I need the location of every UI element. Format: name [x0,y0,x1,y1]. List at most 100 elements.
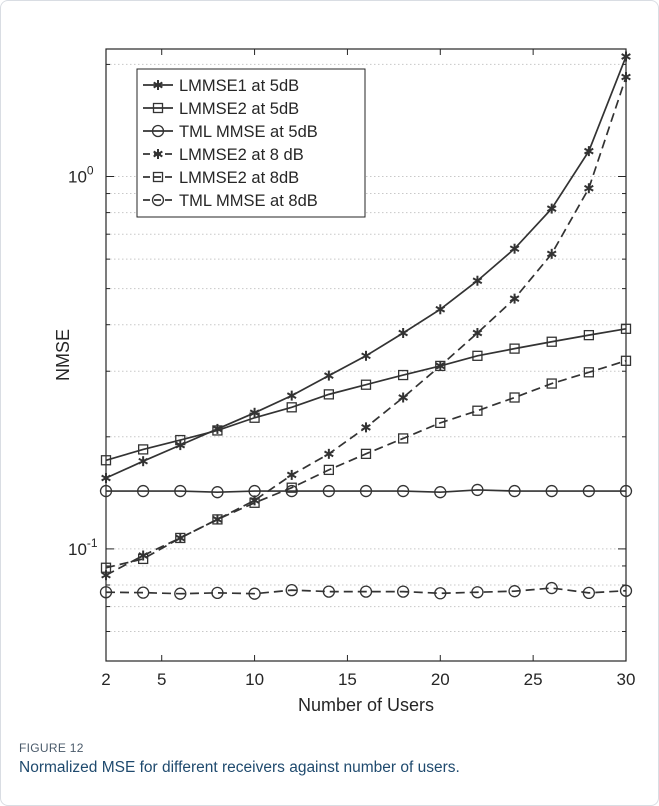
data-point [249,412,260,423]
y-tick-label: 10-1 [68,536,98,559]
data-point [398,392,408,403]
data-point [286,390,297,401]
data-point [212,514,223,525]
data-point [360,448,372,459]
data-point [508,484,521,498]
y-axis-label: NMSE [53,329,73,381]
x-tick-label: 25 [524,670,543,689]
legend-marker [151,124,165,138]
data-point [621,72,631,83]
data-point [324,370,334,381]
data-point [397,369,409,381]
series-5 [100,355,632,573]
data-point [360,379,372,390]
data-point [136,484,150,498]
legend-item: LMMSE2 at 8dB [143,169,299,187]
data-point [99,484,113,498]
data-point [211,586,224,600]
data-point [435,417,446,429]
legend-item: LMMSE2 at 8 dB [143,146,304,164]
data-point [397,433,409,444]
legend: LMMSE1 at 5dB LMMSE2 at 5dB TML MMSE at 5d… [136,68,366,218]
series-line [105,587,627,595]
data-point [286,482,297,493]
series-3 [99,483,633,499]
data-point [359,585,373,598]
data-point [323,389,335,400]
data-point [582,586,596,600]
data-point [174,484,187,498]
data-point [619,484,633,498]
data-point [472,350,483,361]
series-4 [101,72,631,581]
data-point [619,584,633,597]
grid-lines [106,63,626,662]
data-point [546,203,557,214]
data-point [137,553,149,565]
data-point [620,323,632,334]
data-point [361,350,371,361]
data-point [100,562,112,573]
data-point [212,425,223,436]
data-point [211,486,224,499]
data-point [546,336,557,347]
data-point [99,586,113,599]
data-point [509,293,520,304]
data-point [546,248,557,259]
data-point [545,484,558,498]
data-point [472,327,483,338]
data-point [471,586,484,599]
data-point [582,484,596,498]
data-point [398,327,408,338]
x-tick-label: 2 [101,670,110,689]
y-tick-label: 100 [68,164,94,187]
data-point [100,455,112,466]
data-point [508,585,521,598]
data-point [136,586,150,599]
legend-marker [153,149,163,159]
x-axis-label: Number of Users [298,695,434,715]
data-point [322,585,336,598]
x-tick-label: 15 [338,670,357,689]
data-point [324,448,334,459]
series-2 [100,323,632,466]
data-point [434,486,447,499]
data-point [175,532,186,544]
x-tick-label: 20 [431,670,450,689]
data-point [396,484,410,498]
data-point [285,484,298,498]
data-point [322,484,336,498]
legend-label: LMMSE2 at 8 dB [179,146,304,164]
legend-label: LMMSE2 at 5dB [179,100,299,118]
data-point [248,587,261,600]
legend-box [136,68,366,218]
data-point [435,360,446,371]
data-point [286,469,297,480]
data-point [323,464,335,476]
series-line [106,489,626,494]
legend-label: TML MMSE at 8dB [179,192,318,210]
data-point [621,51,631,62]
data-point [472,405,483,416]
data-point [359,484,373,498]
data-point [583,329,595,341]
data-point [286,402,297,413]
legend-marker [152,102,164,114]
data-point [583,367,595,378]
data-point [285,583,298,597]
legend-label: LMMSE2 at 8dB [179,169,299,187]
data-point [361,422,371,433]
data-point [138,456,148,467]
legend-marker [151,193,165,207]
data-point [545,581,558,595]
data-point [101,473,111,484]
data-point [396,585,410,598]
series-line [105,359,627,569]
legend-label: TML MMSE at 5dB [179,123,318,141]
data-point [620,355,632,366]
x-tick-label: 30 [617,670,636,689]
data-point [584,183,594,194]
data-point [249,497,260,508]
